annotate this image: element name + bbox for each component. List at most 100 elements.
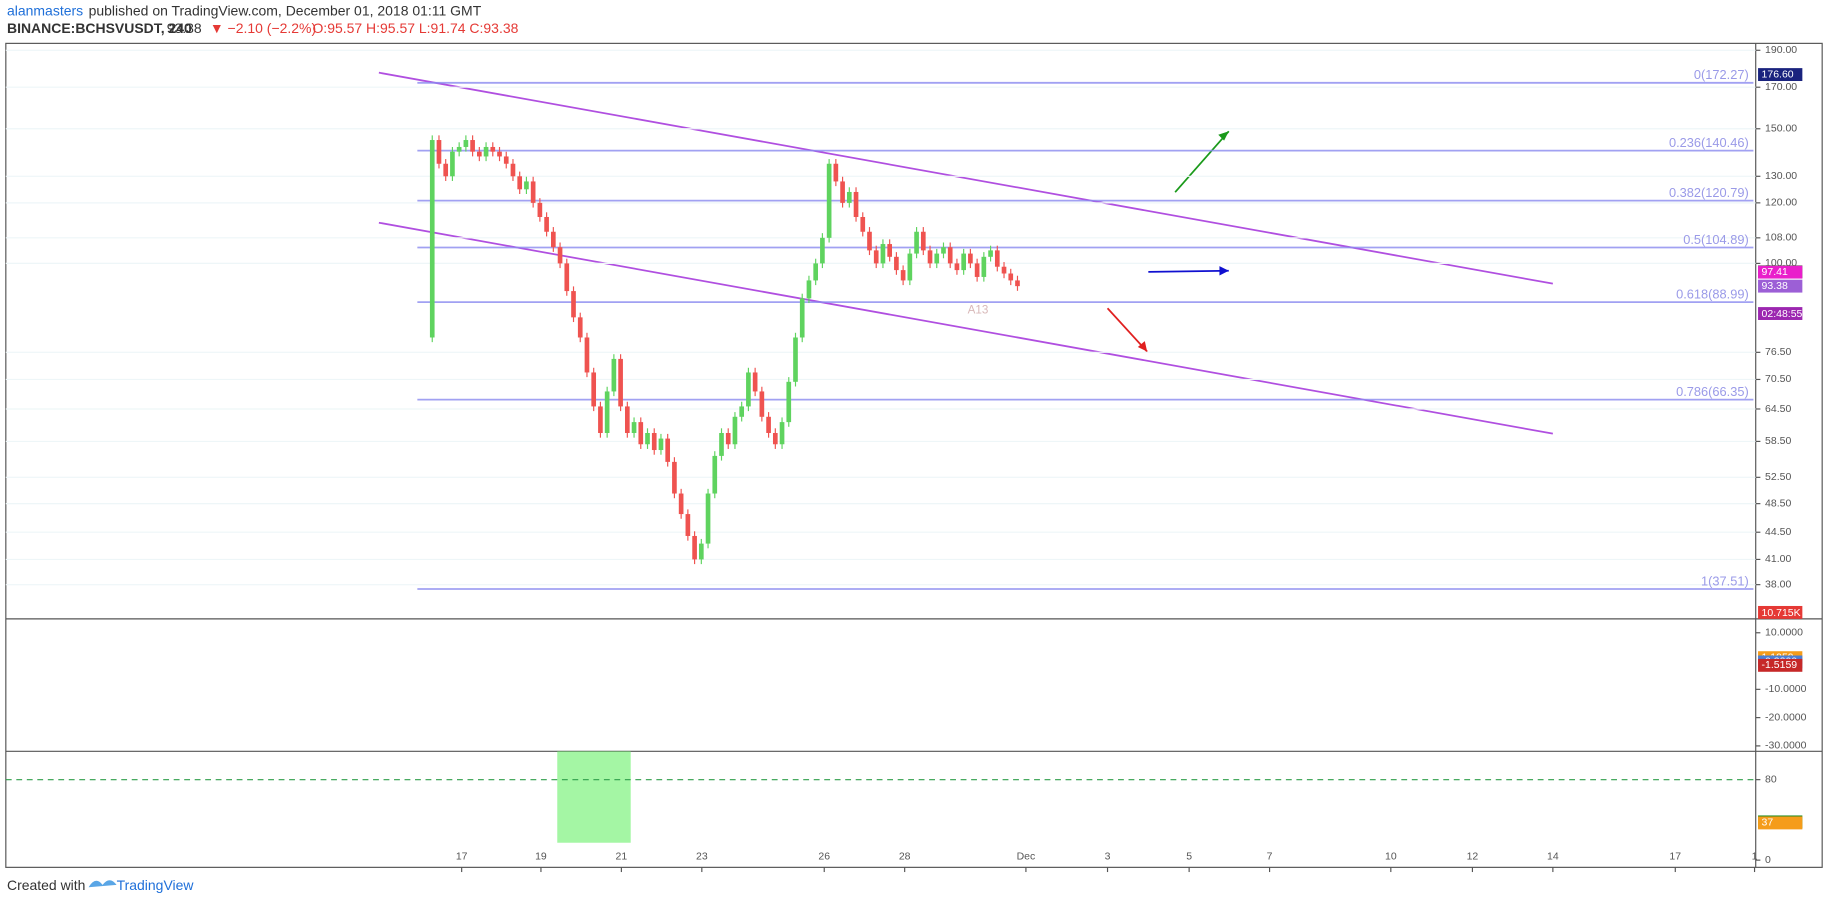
candle	[934, 253, 940, 264]
candle	[503, 156, 509, 164]
candle	[712, 455, 718, 494]
candle	[705, 493, 711, 544]
candle	[672, 461, 677, 494]
y-tick-label: 190.00	[1765, 44, 1797, 56]
x-tick-label: 17	[456, 851, 468, 863]
y-tick-label: 41.00	[1765, 553, 1791, 565]
x-tick-label: 10	[1385, 851, 1397, 863]
candle	[981, 256, 987, 277]
candle	[887, 244, 893, 257]
candle	[840, 181, 845, 203]
candle	[820, 237, 825, 264]
candle	[470, 140, 475, 152]
fib-label: 0(172.27)	[1694, 67, 1749, 82]
candle	[786, 381, 792, 423]
candle	[867, 231, 872, 251]
author[interactable]: alanmasters	[7, 2, 83, 18]
highlight-zone	[557, 751, 631, 843]
fib-label: 0.618(88.99)	[1676, 286, 1749, 301]
y-tick-label: 10.0000	[1765, 627, 1803, 639]
candle	[577, 317, 583, 338]
change: ▼ −2.10 (−2.2%)	[210, 20, 316, 36]
candle	[988, 250, 993, 257]
x-tick-label: 14	[1547, 851, 1559, 863]
candle	[429, 140, 435, 338]
candle	[860, 216, 866, 232]
candle	[618, 358, 623, 407]
y-tick-label: 120.00	[1765, 197, 1797, 209]
candle	[604, 391, 610, 433]
y-tick-label: 64.50	[1765, 403, 1791, 415]
y-tick-label: -30.0000	[1765, 740, 1807, 752]
y-tick-label: 108.00	[1765, 232, 1797, 244]
candle	[907, 253, 913, 281]
x-tick-label: 19	[535, 851, 547, 863]
arrow-head	[1218, 131, 1229, 141]
y-tick-label: 76.50	[1765, 346, 1791, 358]
candle	[463, 140, 469, 147]
candle	[678, 493, 684, 515]
x-tick-label: 17	[1669, 851, 1681, 863]
candle	[477, 151, 482, 157]
countdown: 02:48:55	[1762, 308, 1803, 320]
candle	[941, 247, 946, 254]
candle	[880, 244, 886, 264]
candle	[436, 140, 442, 164]
candle	[779, 422, 785, 445]
candle	[517, 176, 523, 190]
candle	[524, 181, 529, 190]
candle	[658, 438, 664, 451]
candle	[947, 247, 953, 264]
candle	[544, 216, 549, 232]
candle	[497, 151, 502, 157]
price-badge-label: 37	[1762, 817, 1774, 829]
countdown-badge	[1758, 307, 1803, 320]
volume-badge	[1758, 605, 1803, 619]
price-badge	[1758, 265, 1803, 279]
candle	[611, 358, 617, 392]
candle	[450, 151, 455, 177]
x-tick-label: 21	[616, 851, 628, 863]
candle	[725, 432, 731, 445]
candle	[631, 422, 637, 433]
candle	[443, 163, 449, 177]
candle	[793, 337, 798, 382]
symbol: BINANCE:BCHSVUSDT, 240	[7, 20, 192, 36]
x-tick-label: 28	[899, 851, 911, 863]
candle	[530, 181, 536, 203]
candle	[833, 163, 839, 182]
candle	[685, 514, 691, 536]
candle	[638, 422, 644, 445]
candle	[813, 263, 819, 281]
y-tick-label: 130.00	[1765, 170, 1797, 182]
arrow-right	[1148, 269, 1229, 273]
logo	[88, 880, 117, 888]
price-badge	[1758, 658, 1803, 672]
fib-label: 0.236(140.46)	[1669, 135, 1749, 150]
candle	[873, 250, 879, 264]
candle	[894, 256, 899, 271]
price-badge-label: 93.38	[1762, 280, 1788, 292]
candle	[591, 372, 597, 407]
arrow-up	[1174, 130, 1230, 193]
candle	[853, 191, 859, 217]
candle	[752, 372, 758, 392]
arrow-down	[1106, 307, 1148, 353]
candle	[550, 231, 556, 248]
candle	[645, 432, 650, 445]
candle	[483, 146, 489, 157]
candle	[490, 146, 496, 152]
candle	[914, 231, 919, 254]
candle	[746, 372, 751, 407]
arrow-head	[1137, 341, 1148, 352]
candle	[766, 416, 771, 433]
candle	[920, 231, 926, 251]
y-tick-label: 150.00	[1765, 123, 1797, 135]
candle	[954, 263, 960, 271]
chart-frame	[5, 42, 1823, 868]
price-badge-label: 97.41	[1762, 266, 1788, 278]
candle	[665, 438, 671, 462]
candle	[1001, 266, 1007, 274]
footer-brand[interactable]: TradingView	[117, 877, 195, 893]
